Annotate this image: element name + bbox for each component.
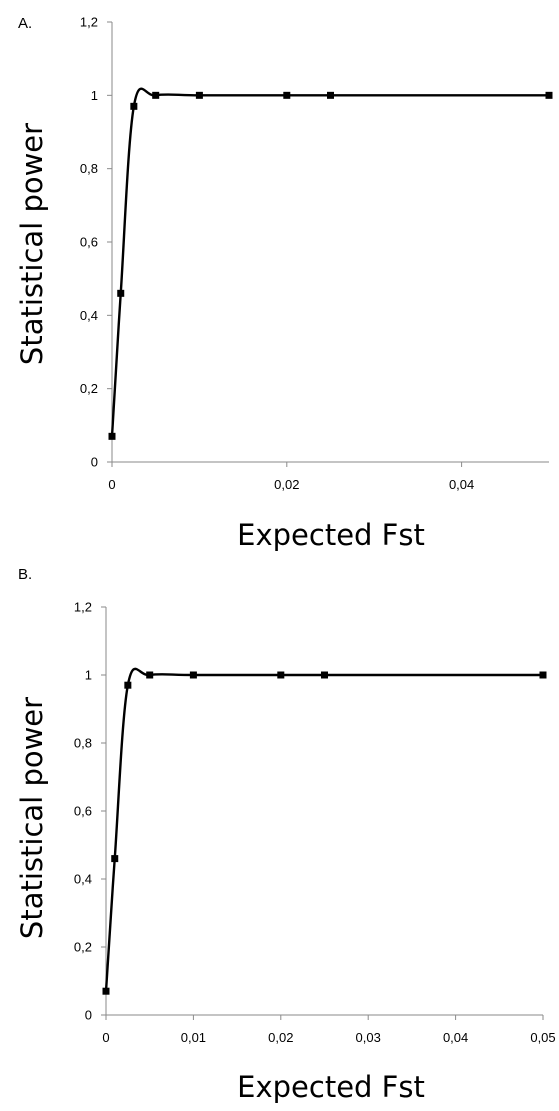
chart-panel-a: A. 0 0,2 0,4 0,6 0,8 1 1,2 0 0,02 0,04 Statistical …	[15, 15, 553, 552]
x-axis-title: Expected Fst	[237, 1070, 425, 1104]
x-axis-title: Expected Fst	[237, 518, 425, 552]
y-tick-label: 1	[91, 88, 98, 103]
data-point-marker	[321, 671, 328, 679]
y-tick-label: 1	[85, 668, 92, 683]
x-tick-label: 0,02	[274, 477, 299, 492]
y-tick-label: 0,6	[80, 235, 98, 250]
x-tick-label: 0	[102, 1030, 109, 1045]
y-tick-label: 0,4	[80, 308, 98, 323]
data-point-marker	[189, 671, 197, 679]
data-point-marker	[277, 671, 285, 679]
data-point-marker	[327, 91, 334, 99]
x-tick-label: 0,05	[530, 1030, 555, 1045]
x-tick-label: 0,04	[449, 477, 474, 492]
y-tick-label: 0	[91, 455, 98, 470]
data-point-marker	[102, 987, 110, 995]
chart-b-svg: B. 0 0,2 0,4 0,6 0,8 1 1,2 0 0,01 0,02 0,03 0,04 0,05…	[15, 566, 556, 1104]
y-tick-label: 1,2	[74, 600, 92, 615]
data-point-marker	[195, 91, 203, 99]
data-point-marker	[124, 681, 132, 689]
series-line	[110, 87, 549, 437]
x-tick-label: 0,02	[268, 1030, 293, 1045]
y-tick-label: 0,2	[74, 940, 92, 955]
x-tick-label: 0	[108, 477, 115, 492]
data-point-marker	[111, 855, 119, 863]
y-tick-label: 0,4	[74, 872, 92, 887]
series-line	[104, 667, 543, 992]
x-tick-label: 0,01	[181, 1030, 206, 1045]
y-tick-label: 0,2	[80, 381, 98, 396]
panel-label: A.	[18, 15, 32, 32]
y-tick-label: 0	[85, 1008, 92, 1023]
data-point-marker	[117, 289, 125, 297]
x-tick-label: 0,04	[443, 1030, 468, 1045]
data-point-marker	[108, 432, 116, 440]
y-axis-title: Statistical power	[15, 697, 49, 939]
data-point-marker	[152, 91, 160, 99]
data-point-marker	[545, 91, 553, 99]
chart-a-svg: A. 0 0,2 0,4 0,6 0,8 1 1,2 0 0,02 0,04 Statistical …	[15, 15, 553, 552]
y-tick-label: 1,2	[80, 15, 98, 30]
x-tick-label: 0,03	[356, 1030, 381, 1045]
data-point-marker	[539, 671, 547, 679]
y-tick-label: 0,8	[80, 161, 98, 176]
y-tick-label: 0,6	[74, 804, 92, 819]
chart-panel-b: B. 0 0,2 0,4 0,6 0,8 1 1,2 0 0,01 0,02 0,03 0,04 0,05…	[0, 560, 559, 1111]
y-tick-label: 0,8	[74, 736, 92, 751]
data-point-marker	[283, 91, 291, 99]
panel-label: B.	[18, 566, 32, 583]
data-point-marker	[146, 671, 154, 679]
y-axis-title: Statistical power	[15, 123, 49, 365]
data-point-marker	[130, 102, 138, 110]
